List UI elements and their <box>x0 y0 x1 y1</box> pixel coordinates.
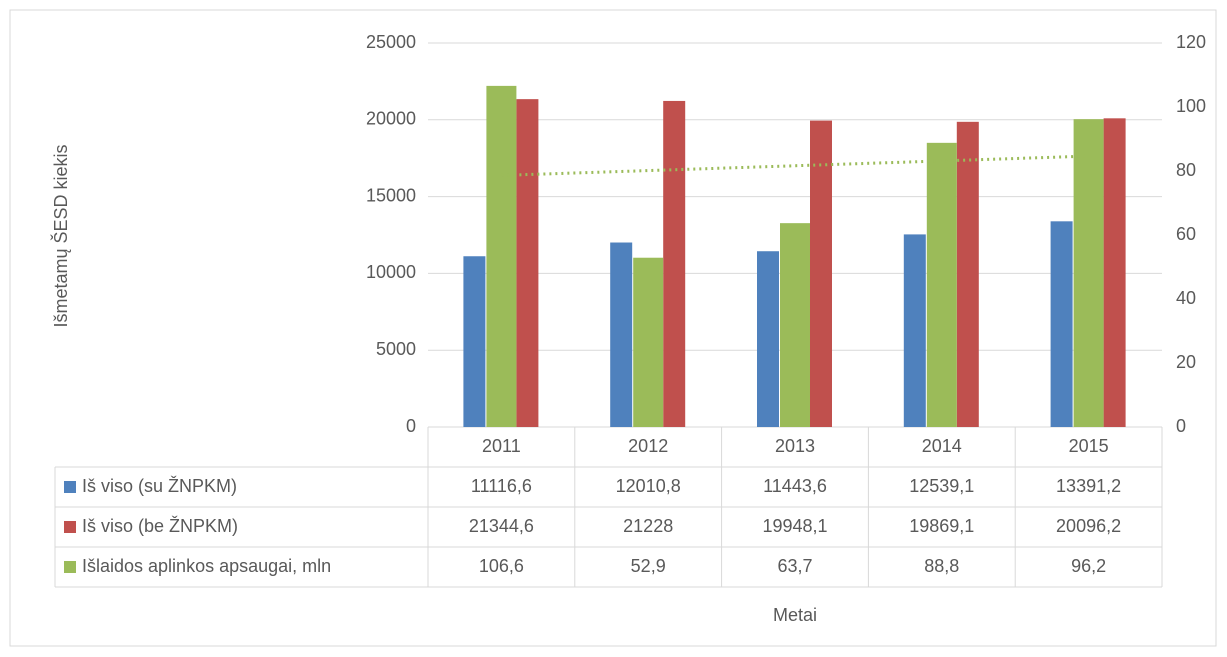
table-value: 106,6 <box>479 556 524 576</box>
y2-tick-label: 100 <box>1176 96 1206 116</box>
table-value: 19948,1 <box>762 516 827 536</box>
y-tick-label: 15000 <box>366 185 416 205</box>
bar <box>1103 118 1126 428</box>
x-tick-label: 2015 <box>1069 436 1109 456</box>
y-tick-label: 20000 <box>366 109 416 129</box>
table-value: 12010,8 <box>616 476 681 496</box>
legend-label: Išlaidos aplinkos apsaugai, mln <box>82 556 331 576</box>
x-tick-label: 2012 <box>628 436 668 456</box>
y2-tick-label: 60 <box>1176 224 1196 244</box>
table-value: 21228 <box>623 516 673 536</box>
bar <box>810 120 832 428</box>
bar <box>956 121 979 428</box>
table-value: 21344,6 <box>469 516 534 536</box>
bar <box>633 257 664 427</box>
y2-tick-label: 20 <box>1176 352 1196 372</box>
table-value: 88,8 <box>924 556 959 576</box>
bar <box>1050 221 1073 427</box>
y-tick-label: 10000 <box>366 262 416 282</box>
bar <box>486 85 517 427</box>
legend-key <box>64 521 76 533</box>
bar <box>663 100 686 427</box>
table-value: 12539,1 <box>909 476 974 496</box>
bar <box>903 234 926 427</box>
bar <box>516 99 539 427</box>
bar <box>780 223 810 427</box>
bar <box>1073 119 1104 427</box>
x-tick-label: 2011 <box>482 436 521 456</box>
table-value: 96,2 <box>1071 556 1106 576</box>
table-value: 52,9 <box>631 556 666 576</box>
legend-label: Iš viso (be ŽNPKM) <box>82 516 238 536</box>
legend-label: Iš viso (su ŽNPKM) <box>82 476 237 496</box>
table-value: 20096,2 <box>1056 516 1121 536</box>
bar <box>463 256 486 427</box>
bar <box>610 242 633 427</box>
y2-tick-label: 40 <box>1176 288 1196 308</box>
table-value: 63,7 <box>777 556 812 576</box>
y-tick-label: 0 <box>406 416 416 436</box>
legend-key <box>64 561 76 573</box>
y2-tick-label: 80 <box>1176 160 1196 180</box>
bar <box>926 142 957 427</box>
trendline <box>501 154 1089 177</box>
x-tick-label: 2013 <box>775 436 815 456</box>
legend-key <box>64 481 76 493</box>
y-tick-label: 5000 <box>376 339 416 359</box>
y-axis-label: Išmetamų ŠESD kiekis <box>50 144 71 327</box>
y2-tick-label: 120 <box>1176 32 1206 52</box>
x-tick-label: 2014 <box>922 436 962 456</box>
y-tick-label: 25000 <box>366 32 416 52</box>
table-value: 13391,2 <box>1056 476 1121 496</box>
table-value: 11116,6 <box>471 476 532 496</box>
y2-tick-label: 0 <box>1176 416 1186 436</box>
table-value: 11443,6 <box>763 476 827 496</box>
table-value: 19869,1 <box>909 516 974 536</box>
bar <box>757 251 779 427</box>
x-axis-label: Metai <box>773 605 817 625</box>
